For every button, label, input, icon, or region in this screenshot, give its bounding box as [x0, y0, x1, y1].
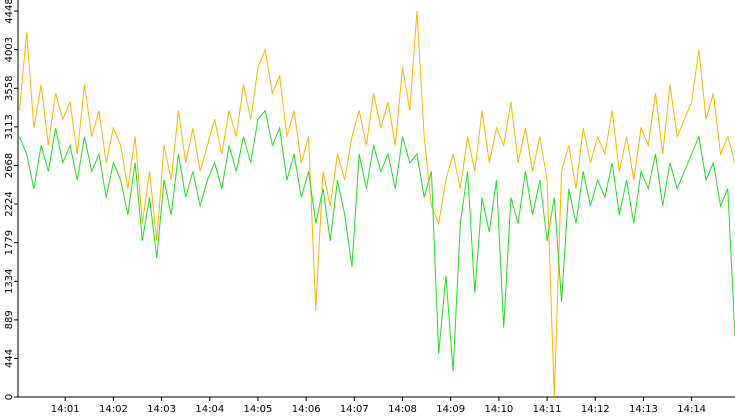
x-tick-label: 14:13: [629, 404, 658, 415]
y-tick-label: 1334: [4, 269, 15, 294]
x-tick-label: 14:11: [533, 404, 562, 415]
y-tick-label: 3558: [4, 76, 15, 101]
x-tick-label: 14:06: [292, 404, 321, 415]
y-tick-label: 4003: [4, 37, 15, 62]
x-tick-label: 14:14: [677, 404, 706, 415]
y-tick-label: 4448: [4, 0, 15, 24]
y-tick-label: 2668: [4, 153, 15, 178]
x-tick-label: 14:12: [581, 404, 610, 415]
y-tick-label: 1779: [4, 230, 15, 255]
x-tick-label: 14:01: [51, 404, 80, 415]
x-tick-label: 14:07: [340, 404, 369, 415]
y-tick-label: 0: [4, 394, 15, 400]
y-tick-label: 3113: [4, 114, 15, 139]
series-line: [18, 10, 735, 398]
y-tick-label: 2224: [4, 191, 15, 216]
series-line: [18, 109, 735, 372]
x-tick-label: 14:08: [388, 404, 417, 415]
y-tick-label: 889: [4, 310, 15, 329]
x-tick-label: 14:10: [484, 404, 513, 415]
x-tick-label: 14:04: [195, 404, 224, 415]
x-tick-label: 14:09: [436, 404, 465, 415]
x-tick-label: 14:05: [244, 404, 273, 415]
x-tick-label: 14:02: [99, 404, 128, 415]
y-tick-label: 444: [4, 349, 15, 368]
x-tick-label: 14:03: [147, 404, 176, 415]
